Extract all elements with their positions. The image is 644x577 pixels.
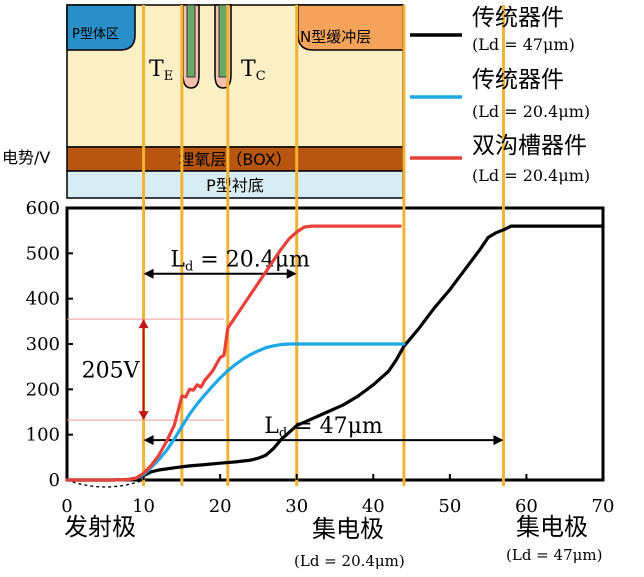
x-tick-label-4: 40 bbox=[362, 496, 385, 517]
annot-205-head-bottom bbox=[138, 411, 149, 421]
x-tick-label-5: 50 bbox=[438, 496, 461, 517]
legend-label-2: 双沟槽器件 bbox=[472, 133, 587, 159]
series-line-2 bbox=[65, 224, 402, 482]
y-tick-label-6: 600 bbox=[26, 198, 60, 219]
legend-sub-2: (Ld = 20.4μm) bbox=[472, 166, 590, 185]
annot-ld-label-1: Ld = 20.4μm bbox=[170, 248, 310, 275]
x-tick-label-7: 70 bbox=[592, 496, 615, 517]
collector-label-1: 集电极 bbox=[312, 515, 384, 543]
annot-ld-head-left-2 bbox=[143, 435, 154, 446]
trench-e bbox=[182, 4, 200, 89]
y-axis-title: 电势/V bbox=[2, 148, 50, 167]
y-tick-label-2: 200 bbox=[26, 379, 60, 400]
p-body-region bbox=[66, 4, 136, 51]
te-label: TE bbox=[149, 57, 173, 84]
annot-ld-head-right-1 bbox=[286, 268, 297, 279]
legend-sub-0: (Ld = 47μm) bbox=[472, 35, 575, 54]
annot-ld-head-left-1 bbox=[143, 268, 154, 279]
y-tick-label-3: 300 bbox=[26, 334, 60, 355]
n-buffer-label: N型缓冲层 bbox=[300, 28, 371, 46]
device-cross-section: P型体区 N型缓冲层 TE TC 埋氧层（BOX） P型衬底 bbox=[66, 4, 404, 199]
legend: 传统器件 (Ld = 47μm) 传统器件 (Ld = 20.4μm) 双沟槽器件 (Ld… bbox=[410, 5, 590, 185]
substrate-label: P型衬底 bbox=[206, 176, 264, 195]
collector-sub-2: (Ld = 47μm) bbox=[506, 546, 602, 564]
legend-label-1: 传统器件 bbox=[472, 67, 564, 93]
legend-label-0: 传统器件 bbox=[472, 5, 564, 31]
annot-ld-label-2: Ld = 47μm bbox=[264, 414, 383, 441]
x-tick-label-1: 10 bbox=[132, 496, 155, 517]
tc-label: TC bbox=[241, 57, 266, 84]
y-tick-label-5: 500 bbox=[26, 243, 60, 264]
collector-label-2: 集电极 bbox=[516, 513, 588, 541]
substrate-layer bbox=[66, 170, 404, 199]
annot-ld-head-right-2 bbox=[493, 435, 504, 446]
legend-sub-1: (Ld = 20.4μm) bbox=[472, 102, 590, 121]
x-tick-label-0: 0 bbox=[61, 496, 72, 517]
x-tick-label-3: 30 bbox=[285, 496, 308, 517]
dashed-zero-line bbox=[66, 479, 144, 488]
axis-ticks: 0 10 20 30 40 50 60 70 0 100 200 300 400 500 600 bbox=[26, 198, 615, 517]
x-tick-label-2: 20 bbox=[209, 496, 232, 517]
y-tick-label-4: 400 bbox=[26, 289, 60, 310]
annotations: 205V Ld = 20.4μm Ld = 47μm bbox=[67, 248, 504, 446]
series-lines bbox=[65, 224, 605, 482]
emitter-arc bbox=[66, 479, 144, 488]
collector-sub-1: (Ld = 20.4μm) bbox=[294, 552, 405, 570]
box-label: 埋氧层（BOX） bbox=[178, 150, 291, 169]
p-body-label: P型体区 bbox=[72, 27, 119, 42]
series-line-0 bbox=[65, 224, 605, 482]
y-tick-label-0: 0 bbox=[49, 470, 60, 491]
y-tick-label-1: 100 bbox=[26, 425, 60, 446]
emitter-label: 发射极 bbox=[64, 513, 136, 541]
annot-205-label: 205V bbox=[82, 359, 141, 384]
annot-205-head-top bbox=[138, 319, 149, 329]
x-tick-label-6: 60 bbox=[515, 496, 538, 517]
